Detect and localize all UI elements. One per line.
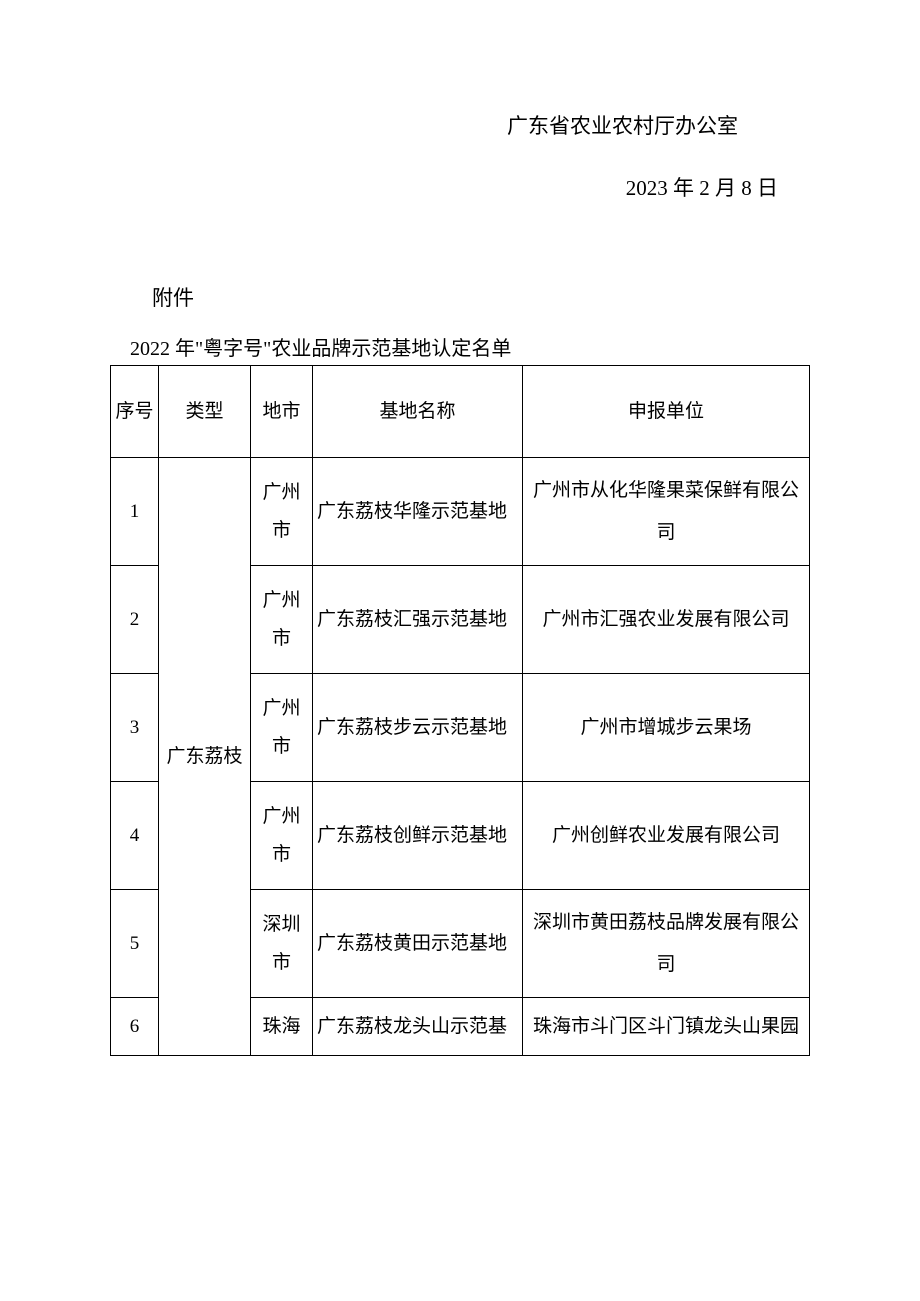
cell-org: 广州市从化华隆果菜保鲜有限公司 — [523, 458, 810, 566]
issue-date: 2023 年 2 月 8 日 — [110, 172, 810, 202]
attachment-label: 附件 — [110, 282, 810, 312]
cell-city: 广州市 — [251, 458, 313, 566]
cell-seq: 3 — [111, 674, 159, 782]
table-row: 1 广东荔枝 广州市 广东荔枝华隆示范基地 广州市从化华隆果菜保鲜有限公司 — [111, 458, 810, 566]
cell-base: 广东荔枝创鲜示范基地 — [313, 782, 523, 890]
cell-org: 深圳市黄田荔枝品牌发展有限公司 — [523, 890, 810, 998]
col-header-base: 基地名称 — [313, 366, 523, 458]
col-header-city: 地市 — [251, 366, 313, 458]
cell-base: 广东荔枝华隆示范基地 — [313, 458, 523, 566]
cell-base: 广东荔枝龙头山示范基 — [313, 998, 523, 1056]
cell-org: 广州市汇强农业发展有限公司 — [523, 566, 810, 674]
table-header-row: 序号 类型 地市 基地名称 申报单位 — [111, 366, 810, 458]
cell-org: 广州市增城步云果场 — [523, 674, 810, 782]
cell-type-merged: 广东荔枝 — [159, 458, 251, 1056]
cell-city: 广州市 — [251, 566, 313, 674]
col-header-type: 类型 — [159, 366, 251, 458]
cell-seq: 2 — [111, 566, 159, 674]
cell-city: 广州市 — [251, 782, 313, 890]
cell-base: 广东荔枝黄田示范基地 — [313, 890, 523, 998]
cell-seq: 4 — [111, 782, 159, 890]
cell-org: 珠海市斗门区斗门镇龙头山果园 — [523, 998, 810, 1056]
cell-base: 广东荔枝汇强示范基地 — [313, 566, 523, 674]
cell-city: 广州市 — [251, 674, 313, 782]
certification-table: 序号 类型 地市 基地名称 申报单位 1 广东荔枝 广州市 广东荔枝华隆示范基地… — [110, 365, 810, 1056]
cell-seq: 1 — [111, 458, 159, 566]
issuing-organization: 广东省农业农村厅办公室 — [110, 110, 810, 140]
table-title: 2022 年"粤字号"农业品牌示范基地认定名单 — [110, 332, 810, 361]
cell-city: 深圳市 — [251, 890, 313, 998]
cell-seq: 6 — [111, 998, 159, 1056]
cell-city: 珠海 — [251, 998, 313, 1056]
cell-base: 广东荔枝步云示范基地 — [313, 674, 523, 782]
col-header-org: 申报单位 — [523, 366, 810, 458]
cell-seq: 5 — [111, 890, 159, 998]
cell-org: 广州创鲜农业发展有限公司 — [523, 782, 810, 890]
col-header-seq: 序号 — [111, 366, 159, 458]
